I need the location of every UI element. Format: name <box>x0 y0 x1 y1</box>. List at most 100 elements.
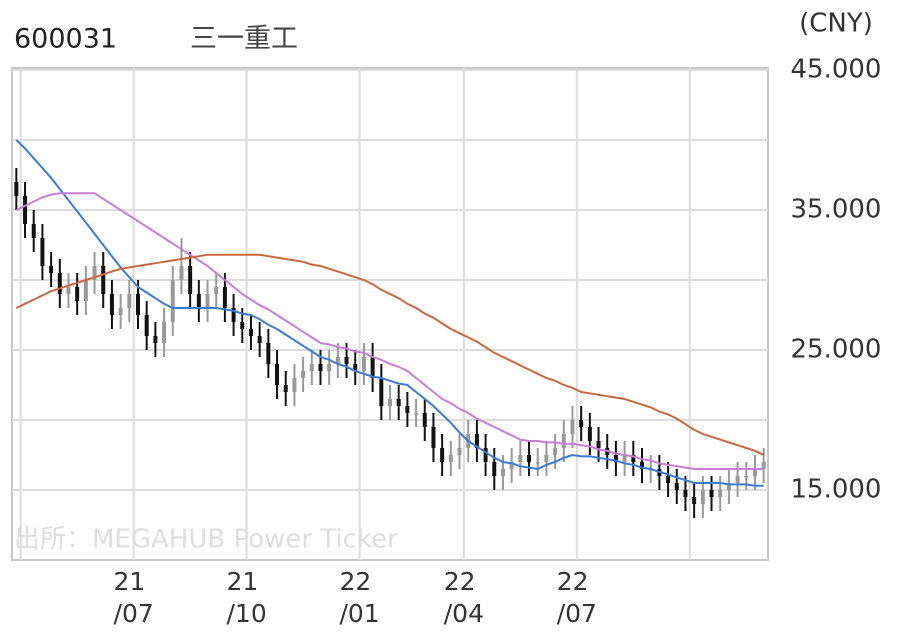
candle-body <box>257 336 262 343</box>
candle-body <box>327 364 332 371</box>
candle-body <box>527 455 532 462</box>
candle-body <box>483 448 488 462</box>
plot-area <box>11 67 769 561</box>
candle-body <box>414 413 419 415</box>
candle-body <box>214 287 219 294</box>
candle-body <box>422 413 427 427</box>
y-tick-label: 25.000 <box>791 335 882 365</box>
candle-body <box>109 294 114 315</box>
candle-body <box>83 280 88 301</box>
candle-body <box>49 266 54 273</box>
x-tick-label: 22 /04 <box>443 567 484 628</box>
candle-body <box>535 462 540 464</box>
candle-body <box>761 462 766 469</box>
candle-body <box>14 182 19 196</box>
candle-body <box>309 364 314 371</box>
x-tick-label: 22 /01 <box>339 567 380 628</box>
candle-body <box>596 441 601 448</box>
candle-body <box>735 476 740 483</box>
candle-body <box>23 196 28 224</box>
candle-body <box>579 420 584 427</box>
moving-average-line <box>15 139 764 487</box>
candle-body <box>509 462 514 469</box>
candle-body <box>31 224 36 238</box>
candle-body <box>231 308 236 322</box>
candle-body <box>335 357 340 364</box>
candle-body <box>388 399 392 406</box>
candle-body <box>666 476 671 483</box>
candle-body <box>440 448 445 462</box>
candle-body <box>205 294 210 308</box>
candle-body <box>344 357 349 364</box>
y-tick-label: 35.000 <box>791 195 882 225</box>
candle-body <box>57 273 62 294</box>
candle-body <box>92 266 97 280</box>
x-tick-label: 21 /10 <box>226 567 267 628</box>
candle-body <box>188 266 193 294</box>
candle-body <box>196 294 201 308</box>
candle-body <box>405 406 410 413</box>
candle-body <box>570 420 575 434</box>
y-tick-label: 15.000 <box>791 475 882 505</box>
y-axis-label: (CNY) <box>799 9 873 39</box>
candle-body <box>726 483 731 490</box>
candle-body <box>170 280 175 322</box>
candle-body <box>361 357 366 371</box>
candle-body <box>370 357 375 378</box>
moving-average-line <box>15 253 765 456</box>
candle-body <box>752 469 757 476</box>
candle-body <box>275 364 280 385</box>
candle-body <box>744 476 749 478</box>
candle-body <box>448 455 453 462</box>
candle-body <box>518 455 523 462</box>
candle-body <box>248 329 253 336</box>
candle-body <box>622 455 627 462</box>
candle-body <box>474 434 479 448</box>
x-tick-label: 22 /07 <box>556 567 597 628</box>
candle-body <box>700 490 705 504</box>
candle-body <box>640 462 644 469</box>
y-tick-label: 45.000 <box>791 55 882 85</box>
candle-body <box>353 364 358 371</box>
candle-body <box>683 490 688 497</box>
chart-title: 600031 <box>14 24 117 55</box>
candle-body <box>544 455 549 462</box>
candle-body <box>587 427 592 441</box>
candle-body <box>101 266 106 294</box>
candle-body <box>613 455 618 462</box>
candle-body <box>118 308 123 315</box>
candle-body <box>40 238 45 266</box>
candle-body <box>136 294 140 315</box>
candle-body <box>292 378 297 392</box>
candle-body <box>75 287 80 301</box>
candle-body <box>457 448 462 455</box>
candle-body <box>379 378 384 406</box>
candle-body <box>162 322 167 343</box>
candle-body <box>240 322 245 329</box>
candle-body <box>318 364 323 371</box>
candle-body <box>153 336 158 343</box>
candle-body <box>500 469 505 476</box>
candle-body <box>396 399 401 406</box>
candle-body <box>561 434 566 448</box>
candle-body <box>692 497 697 504</box>
moving-average-line <box>15 192 764 470</box>
candle-body <box>674 483 679 490</box>
candle-body <box>266 343 271 364</box>
chart-subtitle: 三一重工 <box>190 24 298 55</box>
watermark: 出所：MEGAHUB Power Ticker <box>14 525 398 555</box>
candle-body <box>179 266 184 280</box>
candle-body <box>222 287 227 308</box>
candle-body <box>127 294 132 308</box>
x-tick-label: 21 /07 <box>113 567 154 628</box>
candle-body <box>144 315 149 336</box>
candle-body <box>553 448 558 455</box>
candle-body <box>709 490 714 497</box>
candle-body <box>283 385 288 392</box>
candle-body <box>718 490 723 497</box>
candle-body <box>301 371 306 378</box>
candle-body <box>431 427 436 448</box>
candle-body <box>66 287 71 294</box>
candle-body <box>492 462 497 476</box>
